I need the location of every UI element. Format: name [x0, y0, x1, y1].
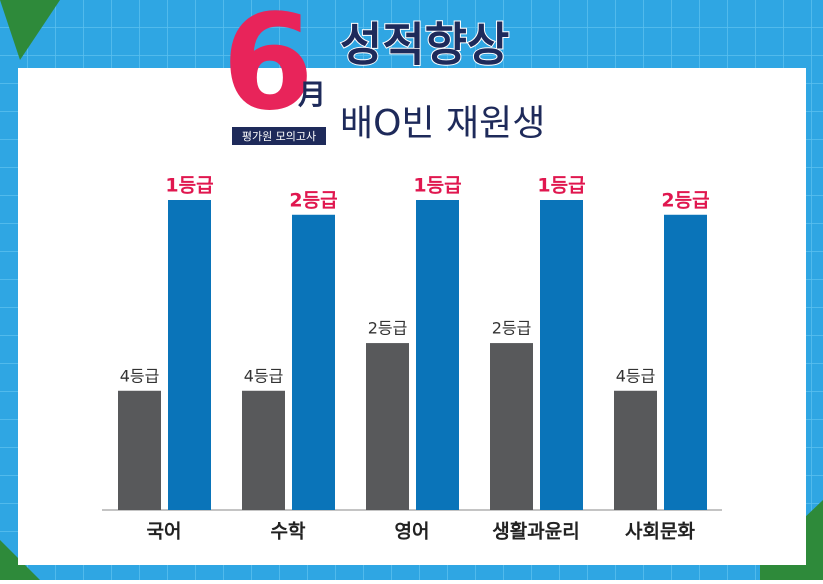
- x-tick-label: 수학: [271, 521, 306, 543]
- badge-caption-box: [232, 127, 326, 145]
- bar: [366, 343, 409, 510]
- value-label: 2등급: [289, 189, 337, 211]
- badge-caption: 평가원 모의고사: [242, 130, 316, 143]
- bar: [416, 200, 459, 510]
- x-tick-label: 사회문화: [625, 521, 695, 543]
- bar: [118, 390, 161, 510]
- value-label: 1등급: [537, 175, 585, 197]
- bar: [540, 200, 583, 510]
- chart-title: 성적향상: [340, 18, 509, 72]
- badge-number: 6: [222, 0, 314, 140]
- value-label: 4등급: [244, 366, 284, 385]
- x-tick-label: 국어: [147, 521, 182, 543]
- bar: [168, 200, 211, 510]
- bar: [614, 390, 657, 510]
- x-tick-label: 생활과윤리: [492, 521, 579, 543]
- value-label: 1등급: [165, 175, 213, 197]
- value-label: 2등급: [661, 189, 709, 211]
- bar: [490, 343, 533, 510]
- value-label: 1등급: [413, 175, 461, 197]
- x-tick-label: 영어: [395, 521, 430, 543]
- bar: [292, 214, 335, 510]
- value-label: 2등급: [368, 319, 408, 338]
- bar: [242, 390, 285, 510]
- value-label: 4등급: [120, 366, 160, 385]
- value-label: 2등급: [492, 319, 532, 338]
- value-label: 4등급: [616, 366, 656, 385]
- badge-unit: 月: [297, 78, 326, 111]
- chart-subtitle: 배O빈 재원생: [340, 103, 545, 144]
- bar: [664, 214, 707, 510]
